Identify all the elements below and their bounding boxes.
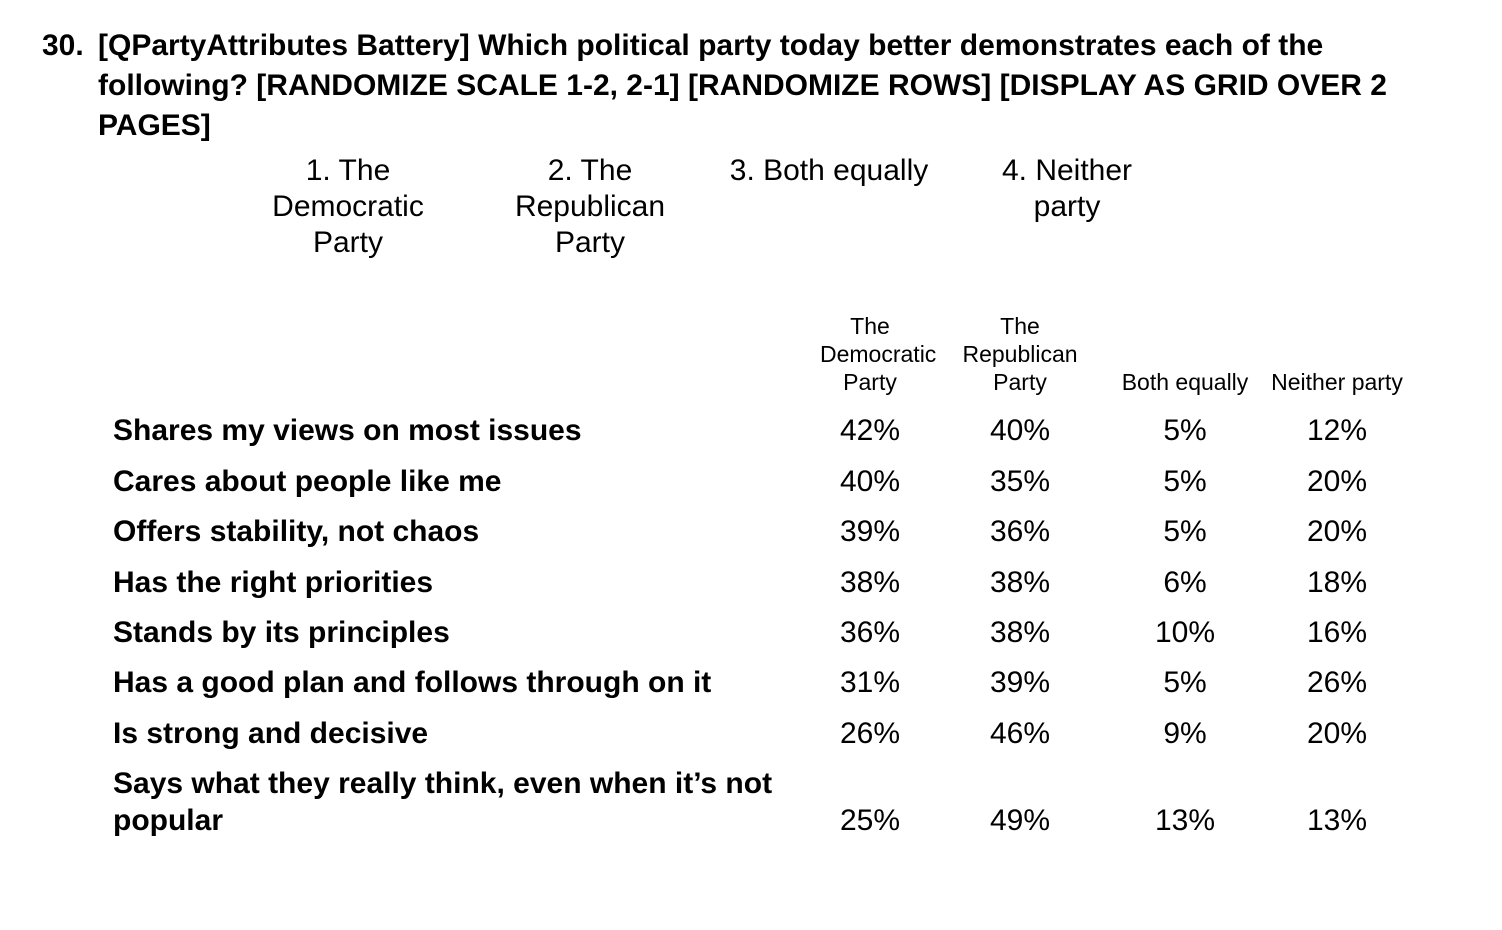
cell-neither-party: 13% [1306,804,1368,837]
cell-neither-party: 12% [1306,414,1368,447]
cell-both-equally: 5% [1163,465,1207,498]
grid-row: Is strong and decisive 26% 46% 9% 20% [113,715,1424,752]
cell-republican: 49% [989,804,1051,837]
cell-republican: 40% [989,414,1051,447]
cell-both-equally: 13% [1154,804,1216,837]
cell-both-equally: 5% [1163,515,1207,548]
cell-neither-party: 16% [1306,616,1368,649]
row-label: Says what they really think, even when i… [113,767,773,837]
cell-neither-party: 20% [1306,717,1368,750]
grid-row: Offers stability, not chaos 39% 36% 5% 2… [113,513,1424,550]
cell-neither-party: 20% [1306,465,1368,498]
row-label: Is strong and decisive [113,717,429,750]
scale-option-democratic-party: 1. The Democratic Party [272,153,424,261]
row-label: Has a good plan and follows through on i… [113,666,712,699]
cell-republican: 39% [989,666,1051,699]
row-label: Cares about people like me [113,465,502,498]
question-text-line: following? [RANDOMIZE SCALE 1-2, 2-1] [R… [98,69,1387,102]
scale-option-line: 2. The [547,154,633,187]
cell-both-equally: 6% [1163,566,1207,599]
column-header-line: Party [993,369,1047,395]
cell-democratic: 40% [839,465,901,498]
cell-neither-party: 20% [1306,515,1368,548]
scale-option-line: Democratic [272,190,424,223]
column-header-line: Democratic [820,341,937,367]
question-block: 30. [QPartyAttributes Battery] Which pol… [42,26,1387,146]
question-number: 30. [42,29,84,62]
column-header-democratic-party: The Democratic Party [820,312,937,396]
scale-option-line: 1. The [305,154,391,187]
scale-option-line: 3. Both equally [729,154,929,187]
cell-neither-party: 18% [1306,566,1368,599]
scale-option-line: Party [312,226,384,259]
column-header-republican-party: The Republican Party [920,312,1120,396]
grid-row: Has a good plan and follows through on i… [113,664,1424,701]
cell-both-equally: 10% [1154,616,1216,649]
column-header-neither-party: Neither party [1250,368,1424,396]
cell-democratic: 31% [839,666,901,699]
column-header-line: Both equally [1121,369,1249,395]
question-text-line: [QPartyAttributes Battery] Which politic… [98,29,1324,62]
cell-democratic: 42% [839,414,901,447]
cell-republican: 38% [989,616,1051,649]
grid-row: Shares my views on most issues 42% 40% 5… [113,412,1424,449]
grid-row: Cares about people like me 40% 35% 5% 20… [113,463,1424,500]
scale-option-republican-party: 2. The Republican Party [515,153,665,261]
column-header-line: Neither party [1271,369,1403,395]
scale-option-line: Party [554,226,626,259]
scale-option-line: Republican [514,190,666,223]
grid-row: Has the right priorities 38% 38% 6% 18% [113,564,1424,601]
scale-option-line: 4. Neither [1001,154,1133,187]
row-label: Shares my views on most issues [113,414,582,447]
question-text-line: PAGES] [98,109,211,142]
cell-democratic: 36% [839,616,901,649]
cell-neither-party: 26% [1306,666,1368,699]
row-label: Offers stability, not chaos [113,515,480,548]
cell-both-equally: 5% [1163,414,1207,447]
question-text: [QPartyAttributes Battery] Which politic… [98,26,1387,146]
column-header-line: The [1000,313,1040,339]
scale-option-line: party [1033,190,1101,223]
cell-republican: 35% [989,465,1051,498]
cell-democratic: 39% [839,515,901,548]
row-label: Has the right priorities [113,566,434,599]
scale-option-both-equally: 3. Both equally [730,153,928,189]
column-header-line: Party [843,369,897,395]
cell-republican: 38% [989,566,1051,599]
cell-republican: 46% [989,717,1051,750]
column-header-line: The [850,313,890,339]
cell-both-equally: 5% [1163,666,1207,699]
grid-row: Says what they really think, even when i… [113,765,1424,839]
cell-democratic: 38% [839,566,901,599]
scale-option-neither-party: 4. Neither party [1002,153,1132,225]
cell-democratic: 26% [839,717,901,750]
cell-democratic: 25% [839,804,901,837]
cell-both-equally: 9% [1163,717,1207,750]
grid-header-row: The Democratic Party The Republican Part… [113,312,1424,396]
grid-row: Stands by its principles 36% 38% 10% 16% [113,614,1424,651]
column-header-both-equally: Both equally [1120,368,1250,396]
cell-republican: 36% [989,515,1051,548]
column-header-line: Republican [962,341,1078,367]
row-label: Stands by its principles [113,616,450,649]
